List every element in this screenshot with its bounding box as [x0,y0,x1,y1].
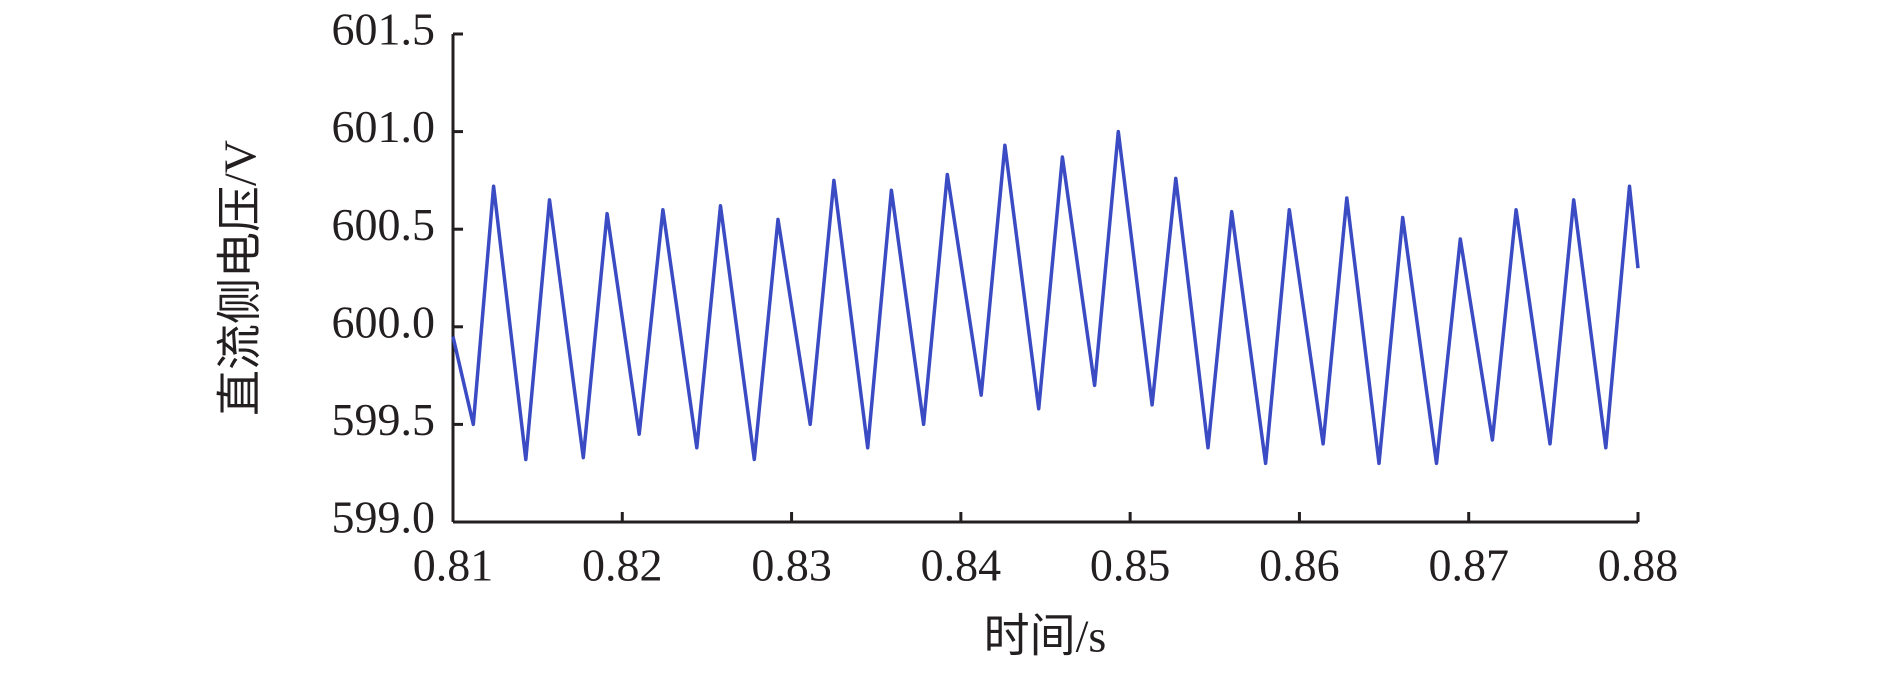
y-tick-label: 600.5 [332,199,436,250]
y-tick-label: 599.5 [332,394,436,445]
y-tick-label: 600.0 [332,296,436,347]
x-tick-label: 0.88 [1598,540,1679,591]
x-tick-label: 0.81 [413,540,494,591]
y-tick-label: 601.0 [332,101,436,152]
y-tick-label: 599.0 [332,492,436,543]
x-tick-label: 0.87 [1428,540,1509,591]
x-tick-label: 0.83 [751,540,832,591]
x-tick-label: 0.85 [1090,540,1171,591]
x-axis-label: 时间/s [984,611,1107,662]
x-tick-label: 0.84 [921,540,1002,591]
x-tick-label: 0.82 [582,540,663,591]
y-tick-label: 601.5 [332,4,436,55]
x-tick-label: 0.86 [1259,540,1340,591]
line-series [451,129,1640,466]
y-axis-label: 直流侧电压/V [215,140,266,416]
